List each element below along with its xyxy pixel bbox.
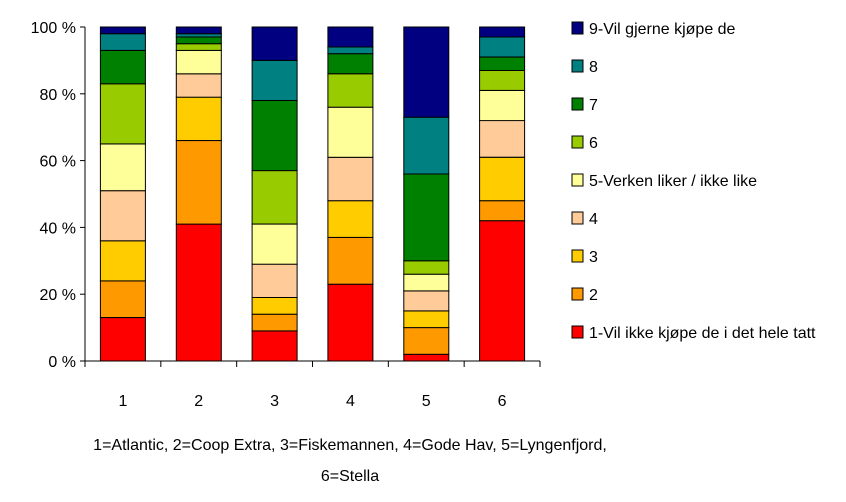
y-tick-label: 60 %: [40, 154, 76, 171]
legend-swatch: [571, 173, 584, 187]
bar-segment-6-series-7: [479, 56, 526, 71]
legend-swatch: [571, 59, 584, 73]
bar-segment-2-series-2: [175, 140, 222, 225]
x-tick-label-5: 5: [422, 393, 431, 410]
legend-swatch: [571, 211, 584, 225]
x-tick-label-1: 1: [118, 393, 127, 410]
bar-segment-1-series-8: [99, 33, 146, 51]
legend-swatch: [571, 21, 584, 35]
bar-segment-5-series-2: [403, 327, 450, 355]
legend-label: 1-Vil ikke kjøpe de i det hele tatt: [589, 325, 816, 342]
legend-label: 4: [589, 211, 598, 228]
bar-segment-6-series-6: [479, 69, 526, 91]
y-tick-label: 20 %: [40, 287, 76, 304]
bar-segment-5-series-9: [403, 26, 450, 118]
y-tick-label: 40 %: [40, 220, 76, 237]
bar-segment-4-series-2: [327, 236, 374, 285]
legend-label: 3: [589, 249, 598, 266]
bar-segment-4-series-7: [327, 53, 374, 75]
legend-label: 2: [589, 287, 598, 304]
bar-segment-4-series-8: [327, 46, 374, 55]
legend-swatch: [571, 97, 584, 111]
bar-segment-4-series-6: [327, 73, 374, 108]
bar-segment-5-series-1: [403, 353, 450, 362]
bar-segment-3-series-6: [251, 170, 298, 225]
bar-segment-6-series-3: [479, 156, 526, 202]
stacked-bar-chart: 0 % 20 % 40 % 60 % 80 % 100 % 1 2 3 4 5 6 9-Vil gje…: [31, 20, 816, 410]
legend-swatch: [571, 287, 584, 301]
legend-label: 6: [589, 135, 598, 152]
bar-segment-1-series-6: [99, 83, 146, 145]
legend-swatch: [571, 249, 584, 263]
bar-segment-1-series-3: [99, 240, 146, 282]
bar-segment-2-series-9: [175, 26, 222, 35]
category-key-caption-line-2: 6=Stella: [320, 468, 380, 485]
bar-stacks: [99, 26, 526, 362]
bar-segment-4-series-4: [327, 156, 374, 202]
bar-segment-2-series-1: [175, 223, 222, 362]
legend-label: 7: [589, 97, 598, 114]
legend-swatch: [571, 325, 584, 339]
x-tick-label-4: 4: [346, 393, 355, 410]
x-tick-label-6: 6: [498, 393, 507, 410]
bar-segment-4-series-9: [327, 26, 374, 48]
x-tick-label-2: 2: [194, 393, 203, 410]
legend-swatch: [571, 135, 584, 149]
y-tick-label: 80 %: [40, 87, 76, 104]
bar-segment-1-series-5: [99, 143, 146, 192]
bar-segment-3-series-8: [251, 59, 298, 101]
x-tick-label-3: 3: [270, 393, 279, 410]
bar-segment-5-series-6: [403, 260, 450, 275]
y-tick-label: 0 %: [48, 354, 76, 371]
bar-segment-5-series-8: [403, 116, 450, 175]
bar-segment-1-series-4: [99, 190, 146, 242]
legend-label: 9-Vil gjerne kjøpe de: [589, 21, 736, 38]
bar-segment-3-series-7: [251, 100, 298, 172]
bar-segment-6-series-4: [479, 120, 526, 158]
bar-segment-6-series-2: [479, 200, 526, 222]
bar-segment-5-series-4: [403, 290, 450, 312]
bar-segment-3-series-5: [251, 223, 298, 265]
bar-segment-3-series-3: [251, 297, 298, 315]
bar-segment-4-series-3: [327, 200, 374, 238]
bar-segment-1-series-9: [99, 26, 146, 35]
bar-segment-2-series-4: [175, 73, 222, 98]
legend-label: 5-Verken liker / ikke like: [589, 173, 757, 190]
bar-segment-2-series-5: [175, 49, 222, 75]
legend: 9-Vil gjerne kjøpe de 8 7 6 5-Verken liker /…: [571, 21, 816, 342]
bar-segment-5-series-7: [403, 173, 450, 262]
bar-segment-6-series-8: [479, 36, 526, 58]
bar-segment-6-series-5: [479, 90, 526, 122]
y-tick-label: 100 %: [31, 20, 76, 37]
axes: 0 % 20 % 40 % 60 % 80 % 100 % 1 2 3 4 5 6: [31, 20, 541, 410]
bar-segment-3-series-9: [251, 26, 298, 61]
bar-segment-2-series-3: [175, 96, 222, 141]
bar-segment-3-series-1: [251, 330, 298, 362]
bar-segment-1-series-2: [99, 280, 146, 318]
bar-segment-3-series-2: [251, 313, 298, 332]
bar-segment-5-series-3: [403, 310, 450, 329]
bar-segment-6-series-9: [479, 26, 526, 38]
bar-segment-1-series-1: [99, 317, 146, 362]
legend-label: 8: [589, 59, 598, 76]
bar-segment-4-series-1: [327, 283, 374, 362]
bar-segment-6-series-1: [479, 220, 526, 362]
bar-segment-3-series-4: [251, 263, 298, 299]
bar-segment-1-series-7: [99, 49, 146, 85]
category-key-caption-line-1: 1=Atlantic, 2=Coop Extra, 3=Fiskemannen,…: [93, 437, 607, 454]
bar-segment-2-series-6: [175, 43, 222, 51]
bar-segment-2-series-7: [175, 36, 222, 45]
bar-segment-4-series-5: [327, 106, 374, 158]
bar-segment-5-series-5: [403, 273, 450, 292]
